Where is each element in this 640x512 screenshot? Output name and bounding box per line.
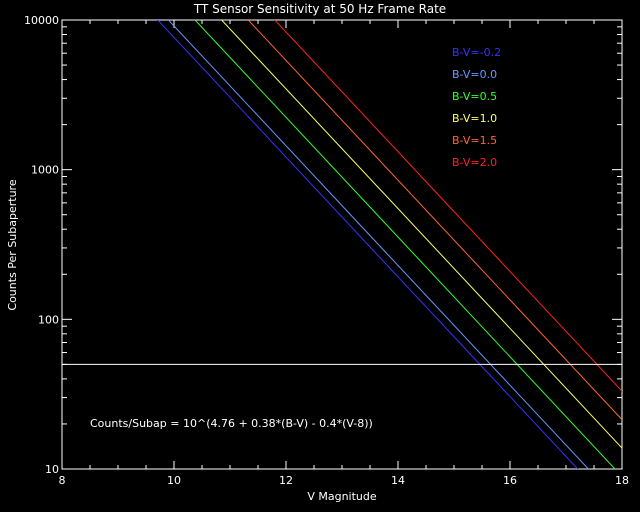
series-line — [274, 20, 622, 392]
x-tick-label: 12 — [279, 474, 293, 487]
x-tick-label: 18 — [615, 474, 629, 487]
legend-entry: B-V=0.0 — [452, 68, 497, 81]
plot-frame — [61, 19, 623, 470]
legend-entry: B-V=1.5 — [452, 134, 497, 147]
series-line — [247, 20, 622, 420]
x-tick-label: 10 — [167, 474, 181, 487]
chart-title: TT Sensor Sensitivity at 50 Hz Frame Rat… — [193, 2, 446, 16]
y-tick-label: 100 — [38, 313, 59, 326]
x-tick-label: 14 — [391, 474, 405, 487]
series-line — [194, 20, 616, 469]
x-axis-label: V Magnitude — [307, 490, 377, 503]
formula-annotation: Counts/Subap = 10^(4.76 + 0.38*(B-V) - 0… — [90, 417, 373, 430]
legend-entry: B-V=0.5 — [452, 90, 497, 103]
legend-entry: B-V=2.0 — [452, 156, 497, 169]
y-tick-label: 10000 — [24, 14, 59, 27]
legend: B-V=-0.2 B-V=0.0 B-V=0.5 B-V=1.0 B-V=1.5 B-V=… — [452, 46, 501, 169]
legend-entry: B-V=1.0 — [452, 112, 497, 125]
series-lines — [62, 20, 622, 469]
y-axis-label: Counts Per Subaperture — [6, 179, 19, 310]
y-tick-label: 1000 — [31, 164, 59, 177]
legend-entry: B-V=-0.2 — [452, 46, 501, 59]
series-line — [157, 20, 579, 469]
y-tick-label: 10 — [45, 463, 59, 476]
x-tick-label: 16 — [503, 474, 517, 487]
series-line — [167, 20, 590, 469]
series-line — [220, 20, 622, 449]
x-tick-label: 8 — [59, 474, 66, 487]
